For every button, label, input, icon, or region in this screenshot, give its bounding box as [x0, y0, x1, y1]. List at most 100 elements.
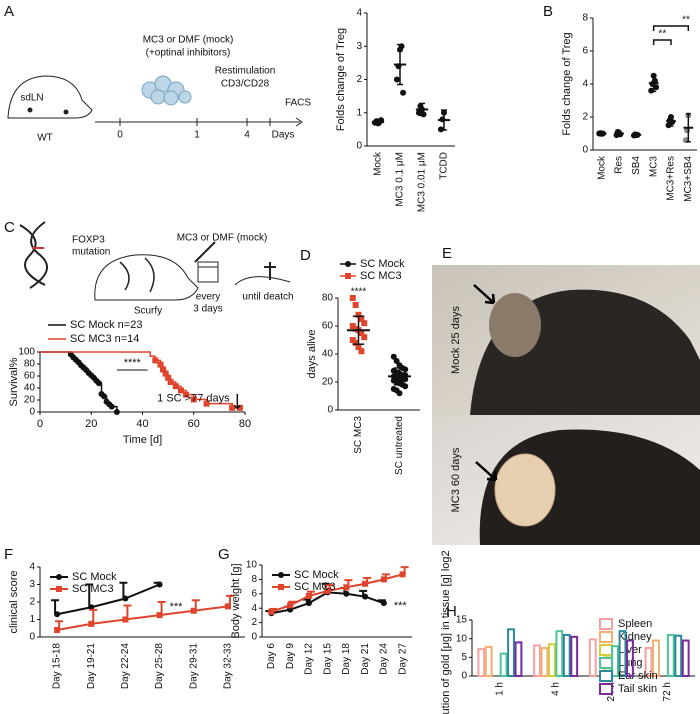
x-tick-label: Day 21 — [360, 643, 371, 675]
data-point — [152, 357, 159, 364]
timeline-label: 4 — [244, 130, 250, 141]
timeline-label: Days — [272, 130, 295, 141]
data-point — [172, 383, 179, 390]
x-tick-label: Mock — [596, 155, 607, 180]
y-tick-label: 0 — [356, 141, 362, 152]
panel-letter: A — [4, 3, 14, 20]
y-tick-label: 10 — [456, 633, 468, 644]
panel-letter: F — [4, 546, 13, 563]
annotation: 1 SC >77 days — [157, 393, 230, 405]
x-tick-label: Day 24 — [379, 643, 390, 675]
arrow — [475, 461, 498, 482]
cross — [264, 262, 276, 280]
x-tick-label: 72 h — [662, 682, 673, 701]
legend-marker — [345, 273, 351, 279]
data-point — [203, 400, 210, 407]
x-tick-label: Day 9 — [285, 643, 296, 670]
x-tick-label: Day 19-21 — [86, 643, 97, 690]
x-tick-label: 4 h — [550, 682, 561, 696]
data-point — [352, 302, 359, 308]
y-axis-label: Distribution of gold [μg] in tissue [g] … — [440, 550, 452, 714]
y-tick-label: 100 — [18, 347, 35, 358]
y-tick-label: 2 — [29, 597, 35, 608]
photo-label: Mock 25 days — [450, 306, 462, 374]
x-tick-label: 80 — [239, 418, 251, 430]
y-tick-label: 20 — [24, 395, 36, 406]
bar — [681, 639, 690, 677]
x-tick-label: Day 18 — [341, 643, 352, 675]
y-tick-label: 0 — [29, 632, 35, 643]
data-point — [236, 404, 243, 411]
y-tick-label: 0 — [461, 671, 467, 682]
schematic-text: MC3 or DMF (mock) — [177, 233, 268, 244]
data-point — [355, 311, 362, 318]
x-tick-label: 1 h — [495, 682, 506, 696]
bar — [533, 644, 541, 677]
schematic-text: FACS — [285, 98, 311, 109]
arrow — [233, 394, 241, 410]
data-point — [177, 387, 184, 394]
x-tick-label: Day 22-24 — [120, 643, 131, 690]
y-tick-label: 5 — [461, 652, 467, 663]
panel-letter: C — [4, 219, 15, 236]
x-tick-label: Day 6 — [266, 643, 277, 670]
annotation: *** — [170, 601, 184, 613]
y-tick-label: 8 — [582, 13, 588, 24]
y-axis-label: Folds change of Treg — [335, 28, 347, 131]
schematic-text: until deatch — [242, 292, 293, 303]
significance-bracket — [652, 25, 690, 31]
data-point — [380, 576, 387, 583]
data-point — [162, 370, 169, 377]
arrow — [473, 284, 496, 305]
legend-label: SC Mock — [360, 258, 405, 270]
data-point — [393, 358, 400, 364]
y-tick-label: 2 — [251, 617, 257, 628]
legend-swatch — [599, 631, 613, 643]
schematic-text: WT — [37, 133, 53, 144]
legend-label: Ear skin — [618, 670, 658, 682]
bar — [547, 643, 556, 677]
bar — [588, 638, 597, 677]
y-tick-label: 0 — [582, 145, 588, 156]
ear — [489, 293, 541, 357]
data-point — [358, 330, 365, 336]
series-line — [56, 605, 229, 631]
data-point — [122, 616, 129, 623]
schematic-text: MC3 or DMF (mock) — [143, 35, 234, 46]
data-point — [362, 580, 369, 587]
bar — [618, 630, 627, 678]
panel-letter: E — [442, 245, 452, 262]
data-point — [343, 590, 350, 597]
data-point — [324, 587, 331, 594]
schematic-text: Restimulation — [215, 66, 276, 77]
x-tick-label: 20 — [85, 418, 97, 430]
y-axis-label: Survival% — [8, 357, 20, 406]
x-tick-label: MC3+SB4 — [683, 156, 694, 202]
bar — [644, 647, 653, 677]
legend-label: SC MC3 n=14 — [70, 333, 139, 345]
y-axis-label: Body weight [g] — [230, 563, 242, 638]
bar — [570, 635, 579, 677]
cells — [141, 75, 192, 106]
x-tick-label: TCDD — [439, 152, 450, 180]
schematic-text: mutation — [72, 247, 110, 258]
x-tick-label: 60 — [188, 418, 200, 430]
schematic-text: CD3/CD28 — [221, 79, 270, 90]
data-point — [268, 608, 275, 615]
legend-label: SC MC3 — [360, 270, 402, 282]
annotation: **** — [351, 287, 367, 298]
schematic-c — [19, 221, 291, 301]
schematic-a — [7, 75, 303, 127]
schematic-text: (+optinal inhibitors) — [146, 48, 231, 59]
x-tick-label: MC3 0.1 μM — [395, 152, 406, 207]
bar — [562, 633, 571, 678]
x-tick-label: Day 32-33 — [223, 643, 234, 690]
data-point — [183, 391, 190, 398]
legend-label: SC Mock — [72, 571, 117, 583]
y-tick-label: 2 — [582, 112, 588, 123]
bar — [626, 639, 634, 677]
data-point — [113, 409, 120, 415]
panel-letter: D — [300, 247, 311, 264]
annotation: ** — [658, 29, 666, 40]
ear — [494, 453, 556, 527]
